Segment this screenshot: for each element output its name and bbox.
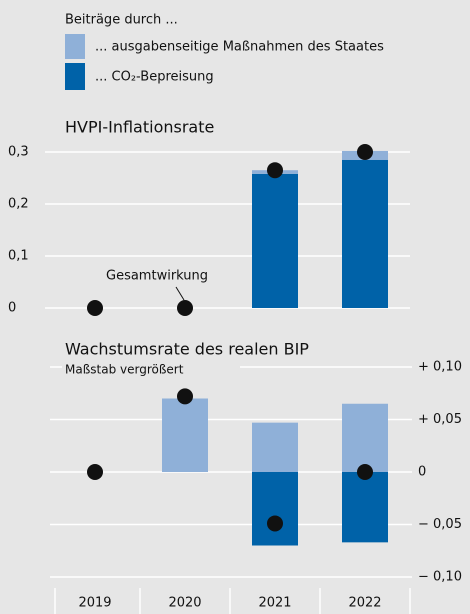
total-dot [177, 300, 193, 316]
x-tick-label: 2022 [348, 596, 381, 611]
y-tick-label: 0,2 [8, 197, 29, 212]
total-dot [87, 300, 103, 316]
total-dot [177, 388, 193, 405]
bar [162, 398, 208, 472]
chart-title: HVPI-Inflationsrate [65, 118, 214, 137]
bar [342, 403, 388, 472]
total-dot [267, 162, 283, 179]
total-dot [87, 464, 103, 480]
annotation: Gesamtwirkung [106, 269, 208, 284]
legend-swatch [65, 63, 85, 90]
y-tick-label: − 0,05 [418, 517, 462, 532]
y-tick-label: 0,3 [8, 145, 29, 160]
bar [252, 173, 298, 308]
legend-label: ... ausgabenseitige Maßnahmen des Staate… [95, 40, 384, 55]
bar [252, 472, 298, 546]
bar [342, 159, 388, 308]
annotation-line [175, 286, 185, 301]
legend-swatch [65, 34, 85, 59]
legend-label: ... CO₂-Bepreisung [95, 70, 214, 85]
legend-title: Beiträge durch ... [65, 13, 178, 28]
x-tick-label: 2019 [78, 596, 111, 611]
chart-title: Wachstumsrate des realen BIP [65, 340, 309, 359]
x-tick-label: 2020 [168, 596, 201, 611]
total-dot [267, 515, 283, 532]
total-dot [357, 464, 373, 480]
y-tick-label: + 0,10 [418, 360, 462, 375]
y-tick-label: + 0,05 [418, 412, 462, 427]
bar [342, 472, 388, 543]
y-tick-label: 0 [418, 465, 426, 480]
y-tick-label: 0 [8, 301, 16, 316]
y-tick-label: − 0,10 [418, 570, 462, 585]
subtitle-bg [62, 362, 240, 376]
total-dot [357, 144, 373, 160]
subtitle: Maßstab vergrößert [65, 363, 184, 377]
x-tick-label: 2021 [258, 596, 291, 611]
bar [252, 422, 298, 472]
y-tick-label: 0,1 [8, 249, 29, 264]
